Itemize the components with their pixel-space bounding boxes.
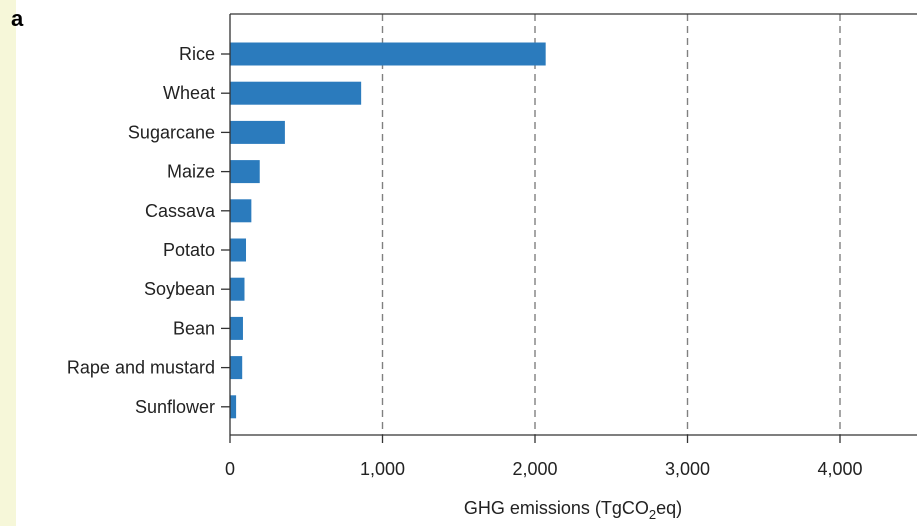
y-tick-label: Wheat xyxy=(163,83,215,103)
y-tick-labels: Rice Wheat Sugarcane Maize Cassava Potato Soyb… xyxy=(67,44,230,417)
bar-rape-and-mustard xyxy=(230,356,243,380)
x-axis-title-suffix: eq) xyxy=(656,498,682,518)
y-tick-label: Potato xyxy=(163,240,215,260)
bars xyxy=(230,42,546,419)
y-tick-label: Rice xyxy=(179,44,215,64)
x-tick-label: 4,000 xyxy=(817,459,862,479)
y-tick-label: Sunflower xyxy=(135,397,215,417)
bar-sugarcane xyxy=(230,120,285,144)
x-axis-title-subscript: 2 xyxy=(649,507,656,522)
bar-cassava xyxy=(230,199,252,223)
bar-sunflower xyxy=(230,395,237,419)
bar-wheat xyxy=(230,81,362,105)
x-tick-label: 3,000 xyxy=(665,459,710,479)
x-tick-label: 0 xyxy=(225,459,235,479)
y-tick-label: Soybean xyxy=(144,279,215,299)
y-tick-label: Cassava xyxy=(145,201,216,221)
panel-label: a xyxy=(11,6,24,31)
figure-panel xyxy=(16,0,919,526)
bar-potato xyxy=(230,238,247,262)
x-tick-label: 2,000 xyxy=(512,459,557,479)
bar-bean xyxy=(230,316,243,340)
x-axis-title-main: GHG emissions (TgCO xyxy=(464,498,649,518)
y-tick-label: Maize xyxy=(167,162,215,182)
y-tick-label: Rape and mustard xyxy=(67,358,215,378)
gridlines xyxy=(381,14,841,435)
bar-maize xyxy=(230,160,260,184)
x-tick-label: 1,000 xyxy=(360,459,405,479)
y-tick-label: Bean xyxy=(173,318,215,338)
y-tick-label: Sugarcane xyxy=(128,122,215,142)
bar-soybean xyxy=(230,277,245,301)
bar-rice xyxy=(230,42,546,66)
axes xyxy=(229,13,917,436)
x-tick-labels: 0 1,000 2,000 3,000 4,000 xyxy=(225,435,863,479)
x-axis-title: GHG emissions (TgCO2eq) xyxy=(464,498,682,522)
